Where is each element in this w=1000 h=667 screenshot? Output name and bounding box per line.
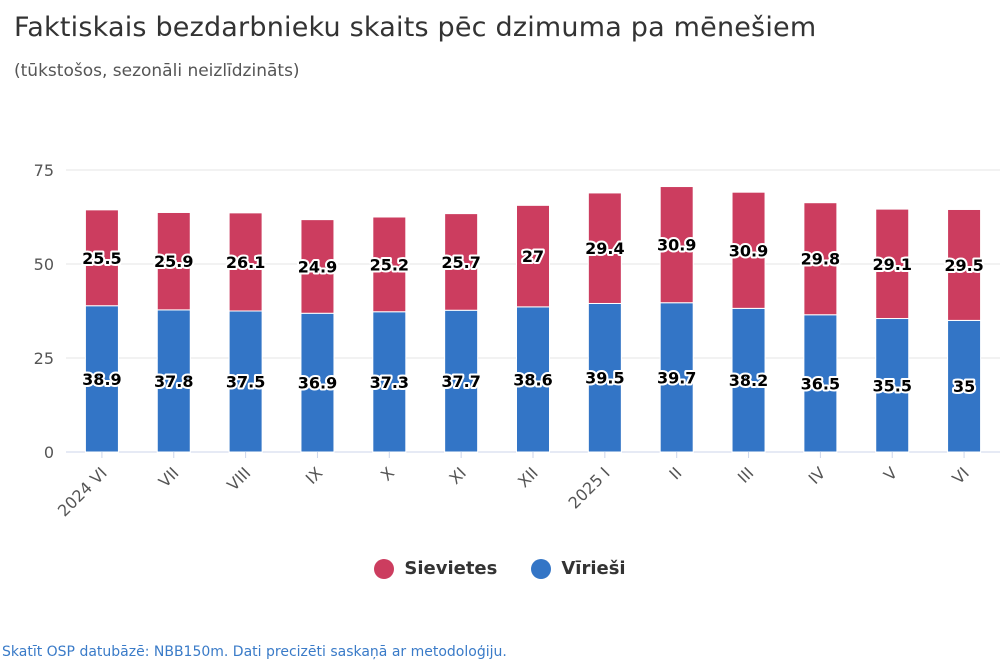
legend-label-sievietes: Sievietes xyxy=(404,558,498,579)
data-label: 29.4 xyxy=(585,239,624,258)
bar-sievietes xyxy=(84,209,119,307)
bar-virieshi xyxy=(731,307,766,453)
data-label: 25.7 xyxy=(441,253,480,272)
bar-virieshi xyxy=(300,312,335,453)
x-tick-label: IX xyxy=(302,463,327,488)
bar-sievietes xyxy=(659,186,694,304)
data-label: 24.9 xyxy=(298,257,337,276)
data-label: 39.5 xyxy=(585,369,624,388)
x-tick-label: XI xyxy=(445,463,470,488)
y-tick-label: 0 xyxy=(44,443,54,462)
y-tick-label: 25 xyxy=(34,349,54,368)
data-label: 30.9 xyxy=(657,236,696,255)
data-label: 29.8 xyxy=(801,250,840,269)
data-label: 38.2 xyxy=(729,371,768,390)
y-tick-label: 50 xyxy=(34,255,54,274)
data-label: 36.9 xyxy=(298,374,337,393)
x-tick-label: XII xyxy=(514,463,542,491)
data-label: 29.5 xyxy=(944,256,983,275)
bar-virieshi xyxy=(228,310,263,453)
x-tick-label: V xyxy=(880,463,901,484)
data-label: 25.9 xyxy=(154,252,193,271)
legend-item-virieshi[interactable]: Vīrieši xyxy=(531,558,626,579)
x-tick-label: IV xyxy=(805,463,830,488)
bar-sievietes xyxy=(803,202,838,316)
data-label: 35 xyxy=(953,377,975,396)
legend-marker-sievietes xyxy=(374,558,395,579)
chart-legend: Sievietes Vīrieši xyxy=(0,558,1000,579)
bar-virieshi xyxy=(84,305,119,453)
data-label: 29.1 xyxy=(872,255,911,274)
x-tick-label: VII xyxy=(155,463,183,491)
source-note-link[interactable]: Skatīt OSP datubāzē: NBB150m. Dati preci… xyxy=(2,644,507,660)
bar-virieshi xyxy=(659,302,694,453)
data-label: 36.5 xyxy=(801,374,840,393)
x-tick-label: 2025 I xyxy=(565,463,614,512)
legend-item-sievietes[interactable]: Sievietes xyxy=(374,558,497,579)
data-label: 39.7 xyxy=(657,368,696,387)
bar-sievietes xyxy=(156,211,191,311)
bar-sievietes xyxy=(947,208,982,321)
x-tick-label: III xyxy=(734,463,757,486)
chart-subtitle: (tūkstošos, sezonāli neizlīdzināts) xyxy=(14,61,300,81)
data-label: 26.1 xyxy=(226,253,265,272)
bar-sievietes xyxy=(516,204,550,308)
bar-virieshi xyxy=(947,319,982,453)
bar-sievietes xyxy=(875,208,910,320)
bar-sievietes xyxy=(300,219,335,314)
bar-virieshi xyxy=(803,314,838,453)
bar-virieshi xyxy=(875,318,910,453)
y-tick-label: 75 xyxy=(34,161,54,180)
bar-virieshi xyxy=(587,302,622,453)
data-label: 30.9 xyxy=(729,241,768,260)
bar-virieshi xyxy=(444,309,479,453)
x-tick-label: VIII xyxy=(223,463,254,494)
bar-sievietes xyxy=(731,191,766,309)
x-tick-label: 2024 VI xyxy=(54,463,111,520)
data-label: 37.5 xyxy=(226,373,265,392)
bar-sievietes xyxy=(444,213,479,311)
bar-sievietes xyxy=(228,212,263,312)
x-tick-label: X xyxy=(377,463,398,484)
x-tick-label: II xyxy=(665,463,685,483)
chart-title: Faktiskais bezdarbnieku skaits pēc dzimu… xyxy=(14,12,817,43)
data-label: 37.3 xyxy=(370,373,409,392)
data-label: 25.2 xyxy=(370,255,409,274)
data-label: 27 xyxy=(522,247,544,266)
legend-marker-virieshi xyxy=(531,558,552,579)
bar-sievietes xyxy=(372,216,407,313)
x-tick-label: VI xyxy=(948,463,973,488)
data-label: 38.6 xyxy=(513,370,552,389)
data-label: 37.8 xyxy=(154,372,193,391)
bar-sievietes xyxy=(587,192,622,304)
bar-virieshi xyxy=(156,309,191,453)
legend-label-virieshi: Vīrieši xyxy=(561,558,626,579)
data-label: 38.9 xyxy=(82,370,121,389)
bar-virieshi xyxy=(372,311,407,453)
data-label: 37.7 xyxy=(441,372,480,391)
data-label: 35.5 xyxy=(872,376,911,395)
data-label: 25.5 xyxy=(82,249,121,268)
